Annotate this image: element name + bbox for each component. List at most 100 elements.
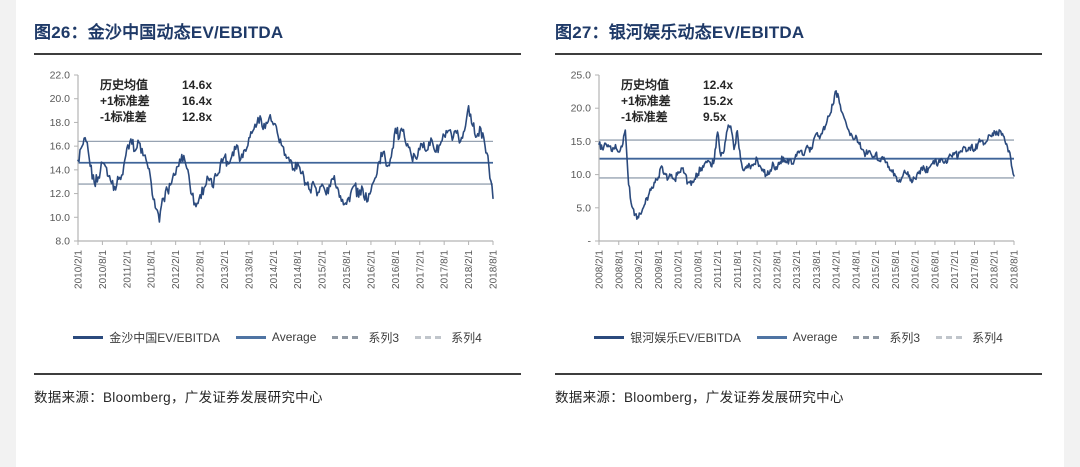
- x-tick-label: 2017/2/1: [950, 250, 961, 289]
- source-divider: [34, 373, 521, 375]
- x-tick-label: 2009/8/1: [654, 250, 665, 289]
- stat-annotation-label: -1标准差: [100, 109, 147, 124]
- x-tick-label: 2015/2/1: [318, 250, 329, 289]
- y-tick-label: 18.0: [50, 117, 71, 129]
- x-tick-label: 2010/2/1: [74, 250, 85, 289]
- stat-annotation-value: 14.6x: [182, 78, 212, 92]
- y-tick-label: 10.0: [571, 169, 592, 181]
- title-divider: [555, 53, 1042, 55]
- legend-item: 系列3: [332, 329, 399, 346]
- x-tick-label: 2012/2/1: [753, 250, 764, 289]
- x-tick-label: 2010/8/1: [693, 250, 704, 289]
- x-tick-label: 2011/8/1: [733, 250, 744, 289]
- ev-ebitda-series-line: [598, 90, 1015, 220]
- legend-label: 金沙中国EV/EBITDA: [109, 330, 220, 345]
- x-tick-label: 2017/8/1: [970, 250, 981, 289]
- legend-label: 系列4: [972, 330, 1003, 345]
- legend-item: 金沙中国EV/EBITDA: [73, 329, 220, 346]
- chart-legend: 银河娱乐EV/EBITDA Average 系列3 系列4: [555, 327, 1042, 347]
- legend-label: 系列3: [889, 330, 921, 345]
- legend-item: 系列4: [415, 329, 482, 346]
- legend-item: 银河娱乐EV/EBITDA: [594, 329, 741, 346]
- y-tick-label: 8.0: [55, 236, 70, 248]
- stat-annotation-value: 9.5x: [703, 110, 727, 124]
- legend-dashed-line-swatch: [415, 335, 446, 339]
- chart-title: 图27：银河娱乐动态EV/EBITDA: [555, 23, 805, 42]
- x-tick-label: 2013/2/1: [792, 250, 803, 289]
- legend-item: Average: [235, 330, 317, 344]
- legend-line-swatch: [756, 335, 787, 339]
- x-tick-label: 2016/8/1: [930, 250, 941, 289]
- x-tick-label: 2018/2/1: [990, 250, 1001, 289]
- x-tick-label: 2012/2/1: [171, 250, 182, 289]
- ev-ebitda-chart: 22.0 20.0 18.0 16.0 14.0 12.0 10.0 8.0 2010/2/1 2…: [34, 69, 521, 319]
- stat-annotation-label: +1标准差: [621, 93, 671, 108]
- stat-annotation-value: 16.4x: [182, 94, 212, 108]
- legend-dashed-line-swatch: [332, 335, 363, 339]
- y-tick-label: 5.0: [576, 202, 591, 214]
- y-tick-label: 20.0: [571, 103, 592, 115]
- title-divider: [34, 53, 521, 55]
- report-page: 图26：金沙中国动态EV/EBITDA 22.0 20.0 18.0 16.0 14.0…: [16, 0, 1064, 467]
- x-tick-label: 2015/8/1: [342, 250, 353, 289]
- stat-annotation-value: 12.4x: [703, 78, 733, 92]
- legend-dashed-line-swatch: [853, 335, 884, 339]
- page-edge-left: [0, 0, 16, 467]
- x-tick-label: 2015/8/1: [891, 250, 902, 289]
- x-tick-label: 2011/8/1: [147, 250, 158, 289]
- data-source: 数据来源：Bloomberg，广发证券发展研究中心: [555, 390, 844, 405]
- legend-line-swatch: [594, 335, 625, 339]
- legend-item: 系列4: [936, 329, 1003, 346]
- stat-annotation-value: 15.2x: [703, 94, 733, 108]
- x-tick-label: 2014/8/1: [293, 250, 304, 289]
- data-source: 数据来源：Bloomberg，广发证券发展研究中心: [34, 390, 323, 405]
- x-tick-label: 2014/2/1: [269, 250, 280, 289]
- x-tick-label: 2014/8/1: [851, 250, 862, 289]
- legend-label: Average: [792, 330, 838, 344]
- legend-label: 系列3: [368, 330, 400, 345]
- stat-annotation-value: 12.8x: [182, 110, 212, 124]
- x-tick-label: 2013/8/1: [812, 250, 823, 289]
- stat-annotation-label: +1标准差: [100, 93, 150, 108]
- x-tick-label: 2012/8/1: [772, 250, 783, 289]
- ev-ebitda-series-line: [77, 104, 494, 223]
- chart-svg: 22.0 20.0 18.0 16.0 14.0 12.0 10.0 8.0 2010/2/1 2…: [50, 70, 500, 289]
- x-tick-label: 2015/2/1: [871, 250, 882, 289]
- y-tick-label: 10.0: [50, 212, 71, 224]
- legend-item: 系列3: [853, 329, 920, 346]
- ev-ebitda-chart: 25.0 20.0 15.0 10.0 5.0 -2008/2/1 2008/8/1 2009…: [555, 69, 1042, 319]
- x-tick-label: 2017/2/1: [415, 250, 426, 289]
- legend-label: Average: [271, 330, 317, 344]
- x-tick-label: 2010/2/1: [674, 250, 685, 289]
- legend-dashed-line-swatch: [936, 335, 967, 339]
- x-tick-label: 2008/2/1: [595, 250, 606, 289]
- legend-label: 系列4: [451, 330, 482, 345]
- y-tick-label: 12.0: [50, 188, 71, 200]
- x-tick-label: 2013/2/1: [220, 250, 231, 289]
- x-tick-label: 2018/8/1: [489, 250, 500, 289]
- chart-panel-galaxy-entertainment: 图27：银河娱乐动态EV/EBITDA 25.0 20.0 15.0 10.0 5.0 -…: [555, 14, 1042, 467]
- legend-label: 银河娱乐EV/EBITDA: [630, 330, 741, 345]
- x-tick-label: 2011/2/1: [122, 250, 133, 289]
- chart-svg: 25.0 20.0 15.0 10.0 5.0 -2008/2/1 2008/8/1 2009…: [571, 70, 1020, 289]
- chart-legend: 金沙中国EV/EBITDA Average 系列3 系列4: [34, 327, 521, 347]
- y-tick-label: 22.0: [50, 70, 71, 82]
- x-tick-label: 2018/2/1: [464, 250, 475, 289]
- source-divider: [555, 373, 1042, 375]
- y-tick-label: 14.0: [50, 164, 71, 176]
- y-tick-label: 25.0: [571, 70, 592, 82]
- stat-annotation-label: -1标准差: [621, 109, 668, 124]
- x-tick-label: 2013/8/1: [244, 250, 255, 289]
- x-tick-label: 2017/8/1: [440, 250, 451, 289]
- x-tick-label: 2012/8/1: [196, 250, 207, 289]
- x-tick-label: 2011/2/1: [713, 250, 724, 289]
- x-tick-label: 2016/2/1: [911, 250, 922, 289]
- x-tick-label: 2009/2/1: [634, 250, 645, 289]
- x-tick-label: 2016/2/1: [366, 250, 377, 289]
- x-tick-label: 2016/8/1: [391, 250, 402, 289]
- y-tick-label: 20.0: [50, 93, 71, 105]
- legend-line-swatch: [73, 335, 104, 339]
- legend-line-swatch: [235, 335, 266, 339]
- legend-item: Average: [756, 330, 838, 344]
- y-tick-label: -: [588, 236, 592, 248]
